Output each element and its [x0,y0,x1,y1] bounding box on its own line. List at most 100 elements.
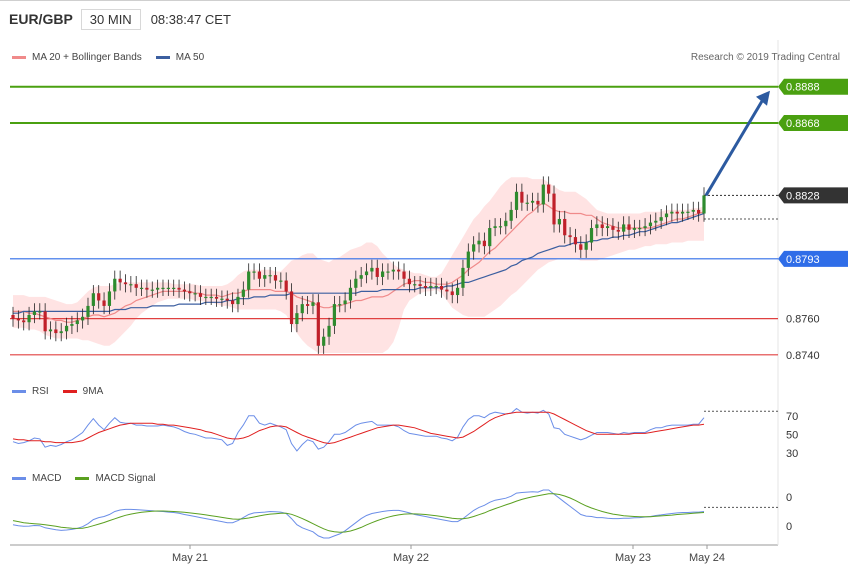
macd-panel: 00 [12,489,792,539]
rsi-tick-label: 70 [786,411,798,423]
forecast-arrow-shaft [704,96,766,197]
candle-body [616,229,620,232]
candle-body [434,285,438,288]
time-label: 08:38:47 CET [150,11,231,27]
rsi-tick-label: 50 [786,429,798,441]
candle-body [102,300,106,306]
bollinger-band [13,177,704,353]
candle-body [429,285,433,288]
level-value-label: 0.8740 [786,350,820,362]
candle-body [214,296,219,299]
candle-body [86,305,90,317]
candle-body [43,311,47,332]
legend-label: MA 50 [175,52,205,63]
candle-body [579,244,583,250]
ma50-line [13,212,705,314]
macd-tick-label: 0 [786,492,792,504]
candle-body [177,287,181,290]
candle-body [514,191,519,210]
macd-tick-label: 0 [786,521,792,533]
candle-body [702,195,706,214]
candle-body [659,217,663,221]
candle-body [59,331,63,334]
rsi-panel: 70 50 30 [12,407,798,460]
candle-body [648,222,653,227]
candle-body [354,278,358,288]
candle-body [306,304,310,306]
level-tag-0.8868 [778,114,848,131]
candle-body [204,296,208,299]
chart-frame [0,0,850,546]
bollinger-band-area [13,177,704,353]
candle-body [397,269,401,272]
candle-body [279,280,283,282]
candle-body [343,300,347,305]
candle-body [231,300,235,305]
candle-body [113,278,117,292]
forecast-arrow [704,90,770,197]
candle-body [332,304,337,326]
candle-body [161,287,165,290]
level-tag-0.8828 [778,187,848,204]
candle-body [166,287,170,290]
candle-body [209,296,213,299]
legend-item-macd: MACD [12,473,61,484]
candle-body [364,271,369,276]
candle-body [563,218,567,236]
level-value-label: 0.8760 [786,314,820,326]
candle-body [348,287,353,301]
candle-body [81,316,85,321]
candle-body [675,211,679,214]
symbol-label: EUR/GBP [9,11,73,27]
candle-body [654,220,658,223]
legend-item-ma50: MA 50 [155,52,205,63]
candle-body [118,278,122,283]
legend-swatch [12,390,26,393]
timeframe-button[interactable]: 30 MIN [80,8,141,30]
candle-body [600,224,604,229]
candle-body [236,296,240,305]
candle-body [273,275,278,281]
candle-body [584,242,588,250]
candle-body [70,324,74,326]
candle-body [472,244,476,252]
candle-body [327,325,331,337]
candle-body [439,285,444,290]
candle-body [402,271,406,279]
legend-item-macd-signal: MACD Signal [75,473,155,484]
legend-swatch [12,477,26,480]
level-value-label: 0.8868 [786,118,820,130]
candle-body [64,325,69,332]
candle-body [589,228,594,243]
candle-body [182,289,187,292]
rsi-tick-label: 30 [786,448,798,460]
candle-body [611,226,615,230]
x-tick-label: May 21 [172,552,208,564]
candle-body [568,235,572,238]
legend-swatch [62,390,77,393]
candle-body [691,209,695,212]
candle-body [134,284,138,288]
macd-signal-line [12,493,705,533]
candle-body [573,237,578,245]
candle-body [547,184,551,194]
candle-body [322,336,326,346]
candlestick-series [11,176,706,354]
candle-body [139,287,144,290]
candle-body [391,269,395,272]
candle-body [622,224,626,232]
candle-body [686,211,690,213]
candle-body [172,287,176,290]
price-levels [10,85,778,356]
forecast-arrow-head [756,90,770,106]
level-value-label: 0.8828 [786,190,820,202]
x-tick-label: May 22 [393,552,429,564]
candle-body [156,287,160,290]
rsi-legend: RSI 9MA [12,386,117,397]
candle-body [632,228,636,230]
candle-body [193,293,197,295]
candle-body [220,298,224,300]
candle-body [450,291,454,296]
candle-body [407,278,411,285]
candle-body [150,289,154,291]
